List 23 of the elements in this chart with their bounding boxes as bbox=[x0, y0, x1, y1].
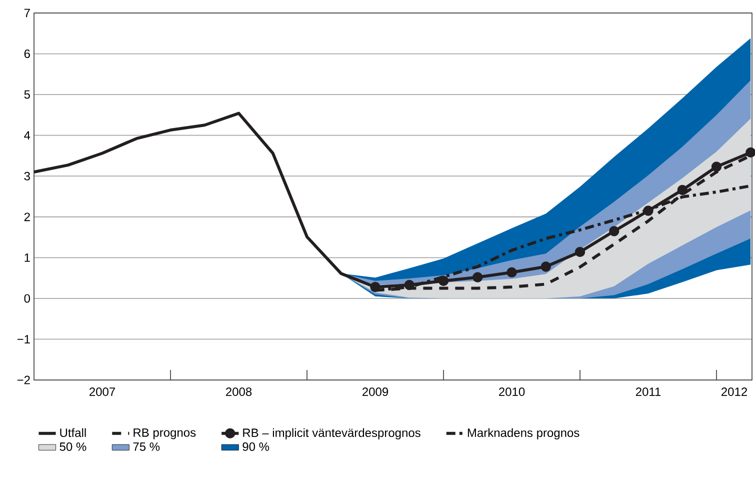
legend-label: Utfall bbox=[60, 428, 86, 438]
y-tick-label: 1 bbox=[24, 254, 30, 262]
legend-label: 50 % bbox=[60, 442, 86, 451]
x-tick-label: 2009 bbox=[362, 388, 388, 396]
y-tick-label: 0 bbox=[24, 294, 30, 303]
x-tick-label: 2010 bbox=[499, 388, 525, 396]
y-tick-label: 4 bbox=[24, 131, 30, 140]
y-tick-label: 3 bbox=[24, 172, 30, 180]
legend-label: 75 % bbox=[133, 442, 160, 451]
y-tick-label: 6 bbox=[24, 50, 30, 58]
legend-label: RB – implicit väntevärdesprognos bbox=[243, 428, 420, 440]
y-tick-label: −2 bbox=[17, 376, 30, 384]
legend-label: 90 % bbox=[242, 442, 270, 451]
x-tick-label: 2012 bbox=[722, 388, 747, 396]
y-tick-label: 2 bbox=[24, 212, 30, 222]
y-tick-label: −1 bbox=[17, 335, 30, 344]
x-tick-label: 2007 bbox=[90, 388, 115, 396]
legend-label: RB prognos bbox=[134, 428, 196, 440]
y-tick-label: 5 bbox=[24, 90, 30, 99]
x-tick-label: 2008 bbox=[226, 388, 252, 396]
x-tick-label: 2011 bbox=[636, 388, 661, 396]
y-tick-label: 7 bbox=[24, 8, 30, 18]
legend-label: Marknadens prognos bbox=[468, 428, 580, 440]
